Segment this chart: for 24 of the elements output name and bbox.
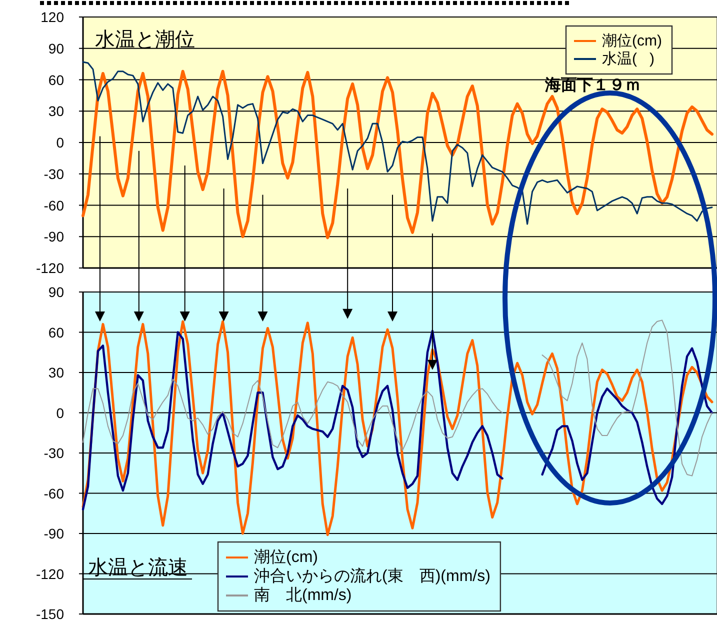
y-tick-label: -90 (44, 526, 64, 542)
y-tick-label: -30 (44, 445, 64, 461)
text: 水温と流速 (88, 557, 188, 579)
y-tick-label: 30 (48, 103, 64, 120)
y-tick-label: 90 (48, 40, 64, 56)
legend-label: 水温( ) (602, 50, 654, 68)
y-tick-label: 0 (56, 134, 64, 150)
y-tick-label: 90 (48, 284, 64, 300)
y-tick-label: -60 (44, 197, 64, 214)
y-tick-label: -150 (36, 606, 64, 622)
y-tick-label: -120 (36, 566, 64, 582)
y-tick-label: 30 (48, 364, 64, 380)
legend-label: 南 北(mm/s) (254, 586, 352, 604)
y-tick-label: -60 (44, 485, 64, 502)
legend-label: 潮位(cm) (254, 548, 318, 566)
legend-label: 潮位(cm) (602, 32, 662, 50)
y-tick-label: -90 (44, 228, 64, 245)
y-tick-label: 60 (48, 324, 64, 340)
y-tick-label: 120 (40, 9, 64, 25)
y-tick-label: 0 (56, 404, 64, 421)
y-tick-label: -120 (36, 260, 64, 276)
legend-label: 沖合いからの流れ(東 西)(mm/s) (254, 567, 490, 585)
y-tick-label: -30 (44, 166, 64, 182)
y-tick-label: 60 (48, 72, 64, 88)
